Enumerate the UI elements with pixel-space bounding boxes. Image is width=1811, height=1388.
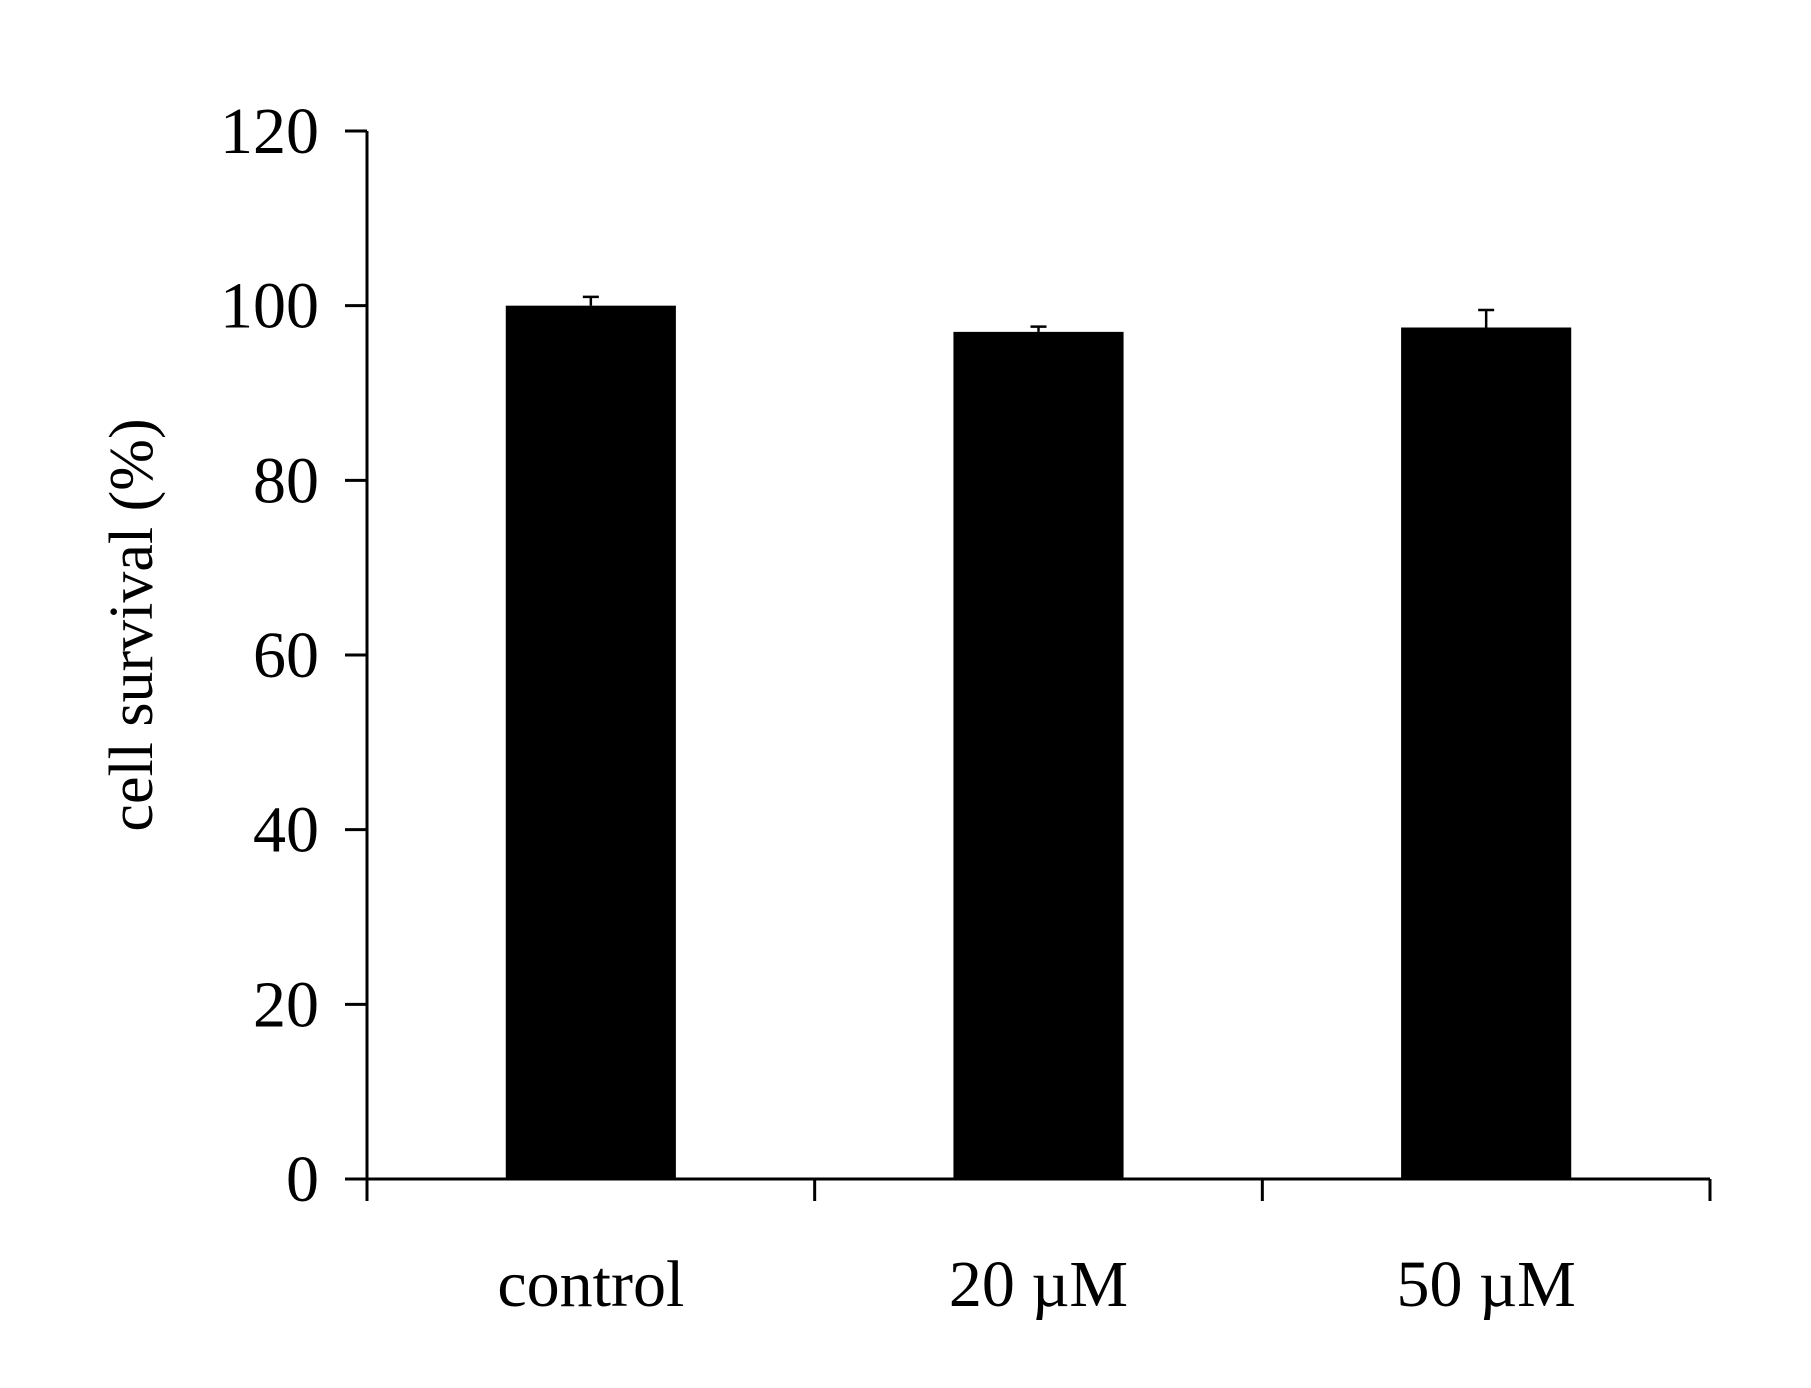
- x-tick-label: 50 µM: [1397, 1248, 1576, 1321]
- bar: [1401, 327, 1572, 1179]
- y-tick-label: 100: [220, 270, 319, 343]
- y-tick-label: 0: [286, 1143, 319, 1216]
- y-tick-label: 40: [253, 794, 319, 867]
- y-tick-label: 80: [253, 444, 319, 517]
- y-axis-title: cell survival (%): [98, 418, 166, 831]
- y-tick-label: 20: [253, 968, 319, 1041]
- x-tick-label: 20 µM: [949, 1248, 1128, 1321]
- plot-area: [505, 295, 1572, 1180]
- y-tick-label: 60: [253, 619, 319, 692]
- bar: [953, 331, 1124, 1179]
- x-tick-label: control: [497, 1248, 684, 1321]
- bar: [505, 305, 676, 1180]
- y-axis-ticks: 0 20 40 60 80 100 120: [220, 95, 367, 1216]
- y-tick-label: 120: [220, 95, 319, 168]
- x-axis-ticks: control 20 µM 50 µM: [365, 1179, 1712, 1321]
